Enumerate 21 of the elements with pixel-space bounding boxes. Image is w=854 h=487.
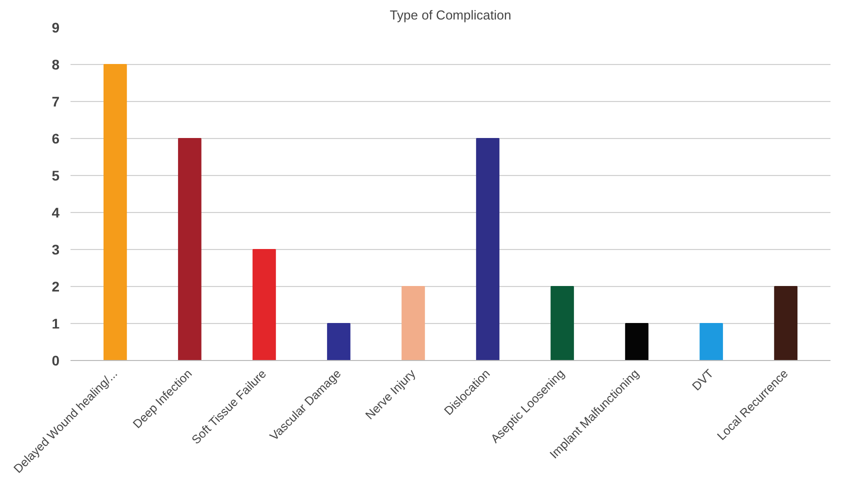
chart-title: Type of Complication: [390, 8, 512, 22]
y-tick-label: 9: [52, 20, 60, 36]
bar: [252, 249, 276, 360]
y-tick-label: 0: [52, 352, 60, 368]
bar: [625, 323, 648, 360]
y-tick-label: 5: [52, 168, 60, 184]
y-tick-label: 6: [52, 130, 60, 146]
bar: [774, 286, 798, 360]
y-tick-label: 3: [52, 242, 60, 258]
y-tick-label: 1: [52, 316, 60, 332]
y-tick-label: 7: [52, 94, 60, 110]
y-tick-label: 8: [52, 56, 60, 72]
y-tick-label: 2: [52, 278, 60, 294]
bar: [327, 323, 350, 360]
bar: [550, 286, 574, 360]
bar: [104, 64, 127, 360]
bar: [700, 323, 723, 360]
bar: [178, 138, 202, 360]
bar: [402, 286, 425, 360]
bar: [476, 138, 500, 360]
y-tick-label: 4: [52, 204, 60, 220]
